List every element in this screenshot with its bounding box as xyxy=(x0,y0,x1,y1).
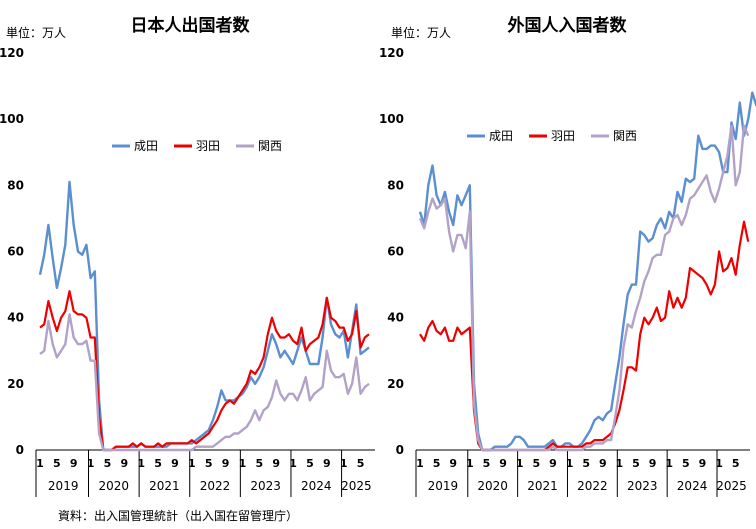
chart-title: 日本人出国者数 xyxy=(131,15,251,36)
month-tick-label: 5 xyxy=(205,457,213,470)
month-tick-label: 1 xyxy=(715,457,723,470)
month-tick-label: 5 xyxy=(732,457,740,470)
month-tick-label: 5 xyxy=(154,457,162,470)
series-line-1 xyxy=(38,180,370,452)
y-tick-label: 100 xyxy=(0,112,24,126)
month-tick-label: 9 xyxy=(323,457,331,470)
legend-label: 関西 xyxy=(258,139,282,153)
month-tick-label: 1 xyxy=(36,457,44,470)
month-tick-label: 9 xyxy=(549,457,557,470)
y-tick-label: 80 xyxy=(387,178,404,192)
month-tick-label: 1 xyxy=(340,457,348,470)
series-line-3 xyxy=(418,124,750,452)
month-tick-label: 9 xyxy=(649,457,657,470)
month-tick-label: 9 xyxy=(272,457,280,470)
month-tick-label: 1 xyxy=(516,457,524,470)
y-tick-label: 40 xyxy=(387,311,404,325)
chart-title: 外国人入国者数 xyxy=(508,15,628,36)
series-line-2 xyxy=(419,220,750,452)
y-tick-label: 40 xyxy=(7,311,24,325)
y-tick-label: 0 xyxy=(16,443,24,457)
month-tick-label: 1 xyxy=(466,457,474,470)
y-tick-label: 120 xyxy=(379,46,404,60)
year-tick-label: 2019 xyxy=(428,479,459,493)
year-tick-label: 2020 xyxy=(477,479,508,493)
month-tick-label: 9 xyxy=(449,457,457,470)
year-tick-label: 2024 xyxy=(677,479,708,493)
month-tick-label: 1 xyxy=(239,457,247,470)
y-tick-label: 120 xyxy=(0,46,24,60)
year-tick-label: 2024 xyxy=(301,479,332,493)
unit-label: 単位：万人 xyxy=(391,25,451,40)
year-tick-label: 2019 xyxy=(48,479,79,493)
y-tick-label: 20 xyxy=(387,377,404,391)
month-tick-label: 1 xyxy=(188,457,196,470)
month-tick-label: 1 xyxy=(616,457,624,470)
year-tick-label: 2025 xyxy=(341,479,372,493)
year-tick-label: 2022 xyxy=(200,479,231,493)
legend-label: 羽田 xyxy=(196,139,220,153)
y-tick-label: 60 xyxy=(7,245,24,259)
month-tick-label: 9 xyxy=(222,457,230,470)
month-tick-label: 9 xyxy=(499,457,507,470)
unit-label: 単位：万人 xyxy=(6,25,66,40)
series-line-3 xyxy=(39,313,370,452)
year-tick-label: 2022 xyxy=(577,479,608,493)
month-tick-label: 5 xyxy=(357,457,365,470)
legend-label: 成田 xyxy=(134,139,158,153)
series-line-1 xyxy=(418,91,756,452)
legend-label: 羽田 xyxy=(551,129,575,143)
month-tick-label: 5 xyxy=(53,457,61,470)
month-tick-label: 5 xyxy=(532,457,540,470)
legend-label: 成田 xyxy=(489,129,513,143)
month-tick-label: 1 xyxy=(665,457,673,470)
month-tick-label: 1 xyxy=(289,457,297,470)
source-note: 資料：出入国管理統計（出入国在留管理庁） xyxy=(58,509,299,523)
month-tick-label: 9 xyxy=(171,457,179,470)
y-tick-label: 20 xyxy=(7,377,24,391)
month-tick-label: 1 xyxy=(416,457,424,470)
year-tick-label: 2021 xyxy=(527,479,558,493)
year-tick-label: 2023 xyxy=(250,479,281,493)
month-tick-label: 9 xyxy=(70,457,78,470)
y-tick-label: 0 xyxy=(396,443,404,457)
y-tick-label: 60 xyxy=(387,245,404,259)
month-tick-label: 1 xyxy=(566,457,574,470)
month-tick-label: 5 xyxy=(256,457,264,470)
month-tick-label: 9 xyxy=(121,457,129,470)
year-tick-label: 2021 xyxy=(149,479,180,493)
month-tick-label: 5 xyxy=(632,457,640,470)
year-tick-label: 2025 xyxy=(716,479,747,493)
month-tick-label: 5 xyxy=(104,457,112,470)
y-tick-label: 100 xyxy=(379,112,404,126)
month-tick-label: 9 xyxy=(599,457,607,470)
year-tick-label: 2023 xyxy=(627,479,658,493)
month-tick-label: 5 xyxy=(582,457,590,470)
y-tick-label: 80 xyxy=(7,178,24,192)
month-tick-label: 5 xyxy=(433,457,441,470)
month-tick-label: 5 xyxy=(306,457,314,470)
month-tick-label: 1 xyxy=(137,457,145,470)
month-tick-label: 5 xyxy=(483,457,491,470)
year-tick-label: 2020 xyxy=(99,479,130,493)
series-line-2 xyxy=(39,290,370,452)
month-tick-label: 1 xyxy=(87,457,95,470)
month-tick-label: 9 xyxy=(699,457,707,470)
month-tick-label: 5 xyxy=(682,457,690,470)
legend-label: 関西 xyxy=(613,129,637,143)
